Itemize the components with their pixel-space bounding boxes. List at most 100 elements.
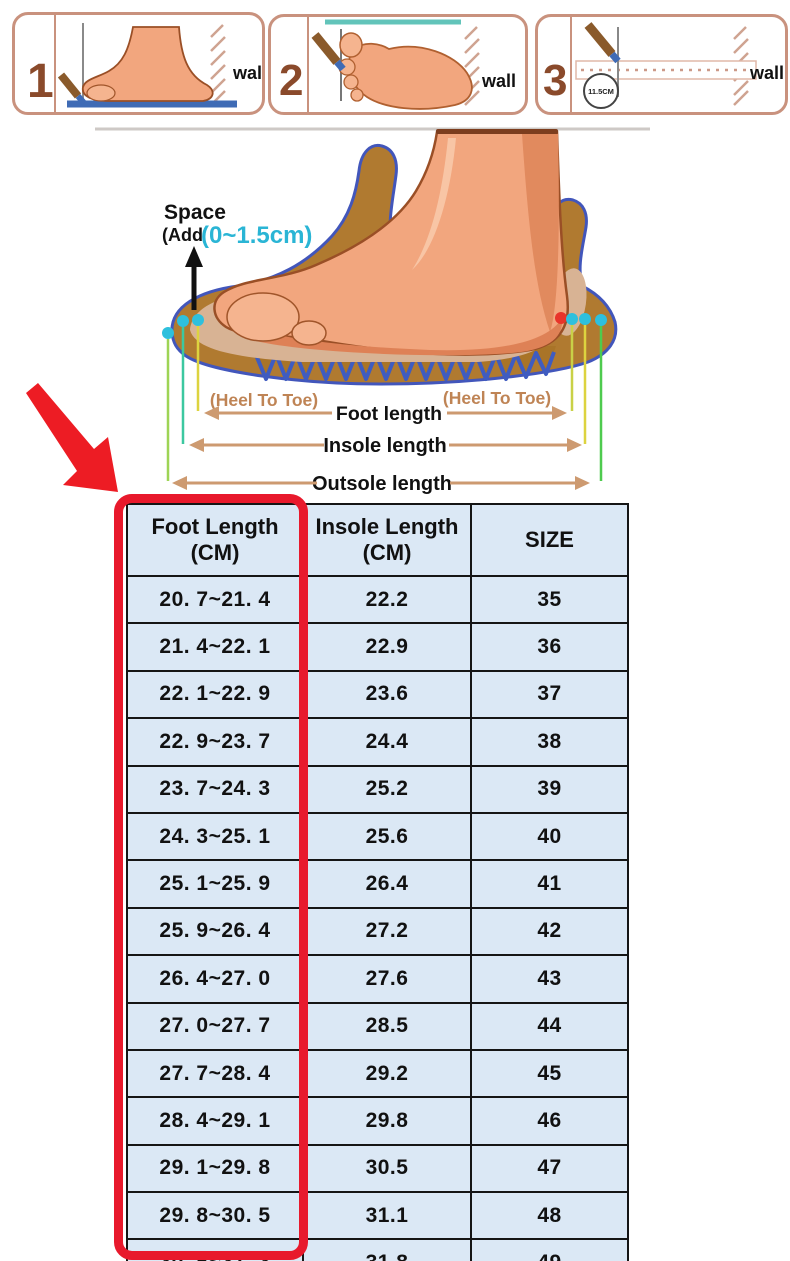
foot-bottom-shading xyxy=(230,318,563,356)
foot-length-header: Foot Length (CM) xyxy=(126,503,304,577)
pencil-tip xyxy=(609,51,621,64)
marker-dot xyxy=(162,327,174,339)
table-row: 21. 4~22. 1 22.9 36 xyxy=(126,622,629,672)
insole-length-cell: 27.6 xyxy=(302,954,472,1004)
insole-length-cell: 25.2 xyxy=(302,764,472,814)
foot-length-cell: 28. 4~29. 1 xyxy=(126,1096,304,1146)
insole-length-cell: 22.2 xyxy=(302,574,472,625)
header-line2: (CM) xyxy=(362,540,412,565)
measurement-bubble xyxy=(583,73,619,109)
ruler xyxy=(575,60,757,80)
size-cell: 45 xyxy=(470,1048,629,1099)
wall-label: wall xyxy=(481,71,516,91)
foot-length-cell: 23. 7~24. 3 xyxy=(126,764,304,814)
pencil-tip xyxy=(334,59,346,72)
step-2-illustration: 2 wall xyxy=(279,17,516,112)
foot-length-cell: 29. 8~30. 5 xyxy=(126,1191,304,1241)
marker-dot xyxy=(177,315,189,327)
size-chart-table: Foot Length (CM) Insole Length (CM) SIZE… xyxy=(126,503,629,1261)
insole-length-cell: 28.5 xyxy=(302,1001,472,1051)
size-cell: 41 xyxy=(470,859,629,909)
table-row: 26. 4~27. 0 27.6 43 xyxy=(126,954,629,1004)
measure-step-1-panel: 1 wall xyxy=(12,12,265,115)
foot-length-cell: 27. 0~27. 7 xyxy=(126,1001,304,1051)
insole-length-cell: 25.6 xyxy=(302,811,472,862)
table-row: 29. 8~30. 5 31.1 48 xyxy=(126,1191,629,1241)
insole-length-cell: 24.4 xyxy=(302,717,472,767)
table-row: 25. 9~26. 4 27.2 42 xyxy=(126,906,629,957)
table-row: 30. 5~31. 331.849 xyxy=(126,1238,629,1261)
header-line2: (CM) xyxy=(190,540,240,565)
insole-length-header: Insole Length (CM) xyxy=(302,503,472,577)
foot-length-cell: 26. 4~27. 0 xyxy=(126,954,304,1004)
toe xyxy=(343,74,359,90)
heel-to-toe-left-label: (Heel To Toe) xyxy=(210,390,318,410)
size-cell: 48 xyxy=(470,1191,629,1241)
step-number: 1 xyxy=(27,55,54,108)
pencil-icon xyxy=(57,72,82,99)
ruler-measurement: 11.5CM xyxy=(588,87,614,96)
table-row: 22. 9~23. 7 24.4 38 xyxy=(126,717,629,767)
big-toe xyxy=(339,32,363,58)
step-1-illustration: 1 wall xyxy=(27,15,262,112)
leg-shading xyxy=(522,134,559,332)
header-line1: Insole Length xyxy=(315,514,459,540)
heel-to-toe-right-label: (Heel To Toe) xyxy=(443,388,551,408)
table-row: 27. 0~27. 7 28.5 44 xyxy=(126,1001,629,1051)
foot-length-cell: 27. 7~28. 4 xyxy=(126,1048,304,1099)
size-cell: 38 xyxy=(470,717,629,767)
header-line1: Foot Length xyxy=(151,514,279,540)
marker-dot xyxy=(579,313,591,325)
space-arrow-head xyxy=(185,246,203,267)
foot-length-cell: 30. 5~31. 3 xyxy=(126,1238,304,1261)
foot-length-cell: 21. 4~22. 1 xyxy=(126,622,304,672)
table-row: 25. 1~25. 9 26.4 41 xyxy=(126,859,629,909)
pencil-icon xyxy=(584,22,616,57)
marker-dot xyxy=(566,313,578,325)
size-cell: 39 xyxy=(470,764,629,814)
table-row: 22. 1~22. 9 23.6 37 xyxy=(126,669,629,720)
step-number: 2 xyxy=(279,56,303,105)
leg-top-edge xyxy=(436,129,558,134)
marker-dot xyxy=(595,314,607,326)
insole-length-cell: 29.8 xyxy=(302,1096,472,1146)
insole-length-label: Insole length xyxy=(323,435,446,457)
marker-dot xyxy=(192,314,204,326)
table-row: 20. 7~21. 4 22.2 35 xyxy=(126,574,629,625)
big-toe xyxy=(226,292,300,342)
leg-highlight xyxy=(412,138,456,270)
pencil-icon xyxy=(311,32,341,65)
insole-length-cell: 27.2 xyxy=(302,906,472,957)
table-row: 23. 7~24. 3 25.2 39 xyxy=(126,764,629,814)
marker-dot-red xyxy=(555,312,567,324)
table-row: 29. 1~29. 8 30.5 47 xyxy=(126,1143,629,1194)
size-cell: 40 xyxy=(470,811,629,862)
wall-label: wall xyxy=(749,63,784,83)
foot-length-cell: 25. 9~26. 4 xyxy=(126,906,304,957)
table-row: 24. 3~25. 1 25.6 40 xyxy=(126,811,629,862)
tread-zigzag-line xyxy=(254,351,556,381)
foot-measurement-diagram: Space (Add (0~1.5cm) (Heel To Toe) (Heel… xyxy=(95,127,650,495)
foot-length-label: Foot length xyxy=(336,403,442,425)
foot-length-cell: 24. 3~25. 1 xyxy=(126,811,304,862)
step-3-illustration: 3 11.5CM wall xyxy=(543,17,784,112)
size-cell: 49 xyxy=(470,1238,629,1261)
size-cell: 47 xyxy=(470,1143,629,1194)
size-header: SIZE xyxy=(470,503,629,577)
insole-length-cell: 31.8 xyxy=(302,1238,472,1261)
foot-top-view xyxy=(348,42,473,110)
insole-length-cell: 22.9 xyxy=(302,622,472,672)
dimension-arrows xyxy=(172,406,590,490)
table-row: 28. 4~29. 1 29.8 46 xyxy=(126,1096,629,1146)
foot-length-cell: 20. 7~21. 4 xyxy=(126,574,304,625)
size-cell: 46 xyxy=(470,1096,629,1146)
size-cell: 35 xyxy=(470,574,629,625)
measure-step-2-panel: 2 wall xyxy=(268,14,528,115)
space-label: Space xyxy=(164,201,226,224)
foot-length-cell: 29. 1~29. 8 xyxy=(126,1143,304,1194)
size-cell: 42 xyxy=(470,906,629,957)
measure-step-3-panel: 3 11.5CM wall xyxy=(535,14,788,115)
size-cell: 36 xyxy=(470,622,629,672)
pencil-tip xyxy=(75,94,87,105)
